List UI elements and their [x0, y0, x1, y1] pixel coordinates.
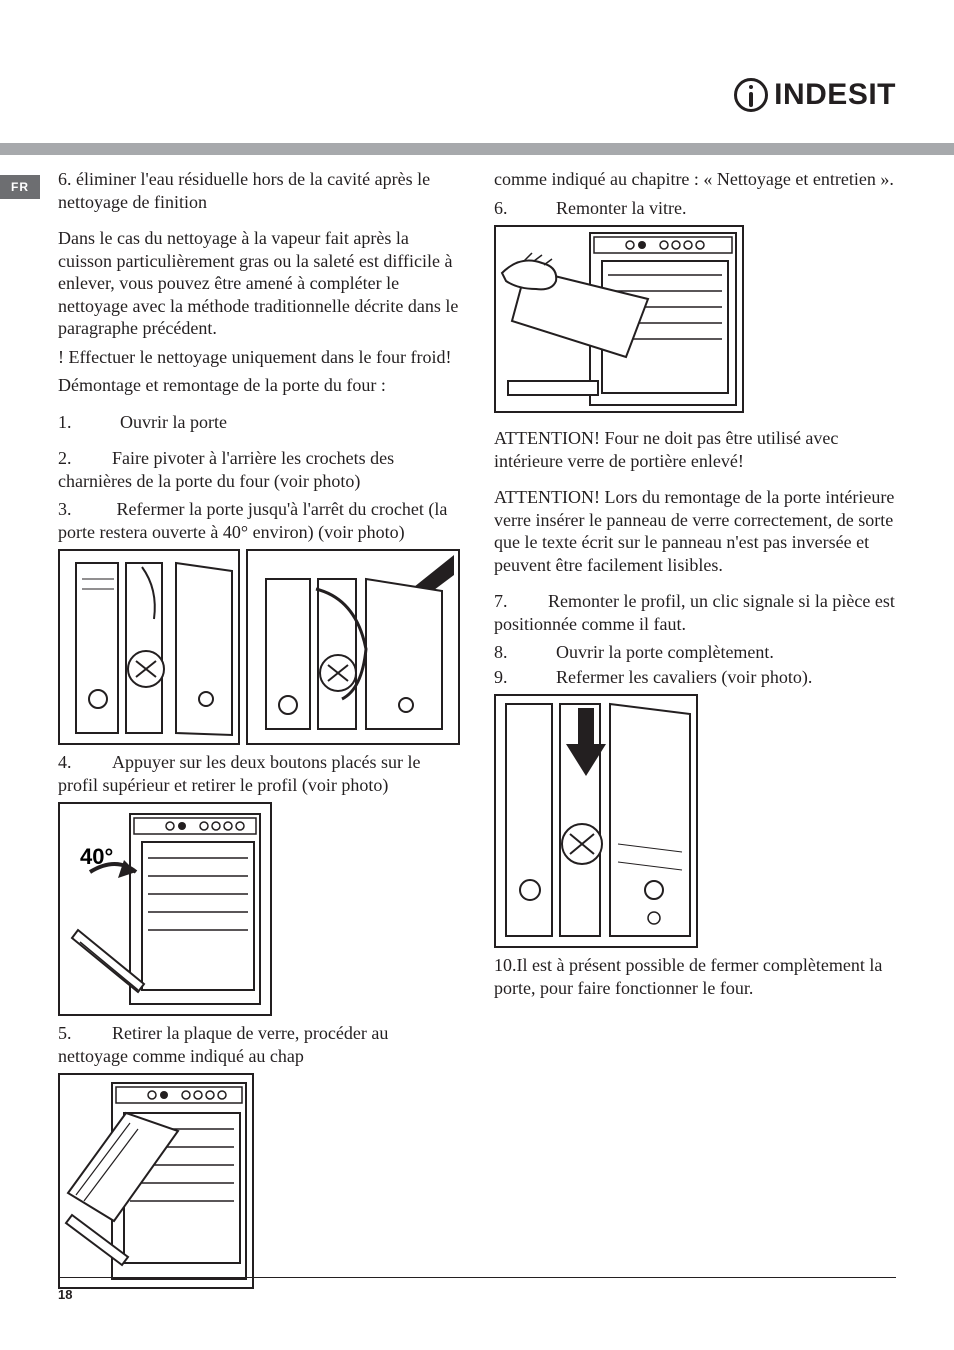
logo-icon [734, 78, 768, 112]
step-item: 7. Remonter le profil, un clic signale s… [494, 590, 896, 635]
left-column: 6. éliminer l'eau résiduelle hors de la … [58, 168, 460, 1260]
figure-close-cavaliers [494, 694, 896, 948]
brand-logo: INDESIT [734, 78, 896, 112]
angle-label: 40° [80, 844, 113, 869]
step-number: 7. [494, 591, 508, 611]
figure-oven-40deg: 40° [58, 802, 460, 1016]
header-divider-bar [0, 143, 954, 155]
step-number: 1. [58, 411, 120, 434]
step-number: 3. [58, 499, 72, 519]
figure-hinge-pair [58, 549, 460, 745]
warning-text: ATTENTION! Lors du remontage de la porte… [494, 486, 896, 576]
paragraph: ! Effectuer le nettoyage uniquement dans… [58, 346, 460, 369]
step-text: Faire pivoter à l'arrière les crochets d… [58, 448, 394, 491]
content-columns: 6. éliminer l'eau résiduelle hors de la … [58, 168, 896, 1260]
step-text: Remonter le profil, un clic signale si l… [494, 591, 895, 634]
hinge-illustration-right [246, 549, 460, 745]
right-column: comme indiqué au chapitre : « Nettoyage … [494, 168, 896, 1260]
language-tag: FR [0, 175, 40, 199]
step-number: 4. [58, 752, 72, 772]
step-number: 6. [494, 197, 556, 220]
paragraph: Dans le cas du nettoyage à la vapeur fai… [58, 227, 460, 340]
step-item: 6. Remonter la vitre. [494, 197, 896, 220]
step-item: 3. Refermer la porte jusqu'à l'arrêt du … [58, 498, 460, 543]
step-text: Refermer les cavaliers (voir photo). [556, 666, 896, 689]
step-item: 2. Faire pivoter à l'arrière les crochet… [58, 447, 460, 492]
warning-text: ATTENTION! Four ne doit pas être utilisé… [494, 427, 896, 472]
paragraph: comme indiqué au chapitre : « Nettoyage … [494, 168, 896, 191]
page-number: 18 [58, 1287, 72, 1302]
brand-name: INDESIT [774, 80, 896, 110]
step-text: Ouvrir la porte complètement. [556, 641, 896, 664]
step-number: 2. [58, 448, 72, 468]
step-item: 5. Retirer la plaque de verre, procéder … [58, 1022, 460, 1067]
step-number: 8. [494, 641, 556, 664]
step-number: 9. [494, 666, 556, 689]
paragraph: 10.Il est à présent possible de fermer c… [494, 954, 896, 999]
step-item: 4. Appuyer sur les deux boutons placés s… [58, 751, 460, 796]
manual-page: INDESIT FR 6. éliminer l'eau résiduelle … [0, 0, 954, 1350]
step-text: Remonter la vitre. [556, 197, 896, 220]
paragraph: 6. éliminer l'eau résiduelle hors de la … [58, 168, 460, 213]
step-number: 5. [58, 1023, 72, 1043]
step-text: Refermer la porte jusqu'à l'arrêt du cro… [58, 499, 447, 542]
step-text: Retirer la plaque de verre, procéder au … [58, 1023, 388, 1066]
figure-replace-glass [494, 225, 896, 413]
footer-divider [58, 1277, 896, 1278]
step-item: 1. Ouvrir la porte [58, 411, 460, 434]
hinge-illustration-left [58, 549, 240, 745]
step-item: 8. Ouvrir la porte complètement. [494, 641, 896, 664]
step-item: 9. Refermer les cavaliers (voir photo). [494, 666, 896, 689]
paragraph: Démontage et remontage de la porte du fo… [58, 374, 460, 397]
step-text: Ouvrir la porte [120, 411, 460, 434]
figure-remove-glass [58, 1073, 460, 1289]
step-text: Appuyer sur les deux boutons placés sur … [58, 752, 420, 795]
